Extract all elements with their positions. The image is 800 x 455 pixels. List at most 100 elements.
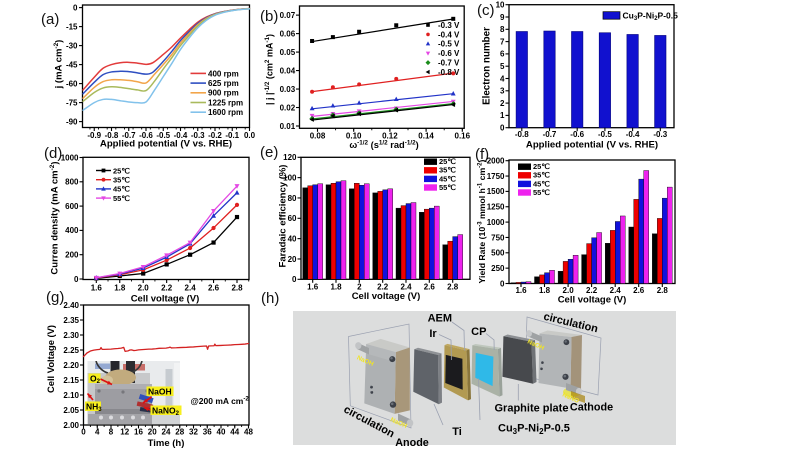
svg-text:2.05: 2.05 [63,406,79,415]
svg-text:40: 40 [288,234,297,243]
svg-text:35℃: 35℃ [533,171,550,180]
svg-text:0: 0 [500,124,505,133]
svg-text:32: 32 [189,427,198,436]
svg-text:25℃: 25℃ [533,162,550,171]
svg-text:Cell Voltage (V): Cell Voltage (V) [45,325,56,393]
svg-text:-0.7 V: -0.7 V [438,59,460,68]
svg-text:0.06: 0.06 [280,29,296,38]
svg-text:400 rpm: 400 rpm [208,69,239,78]
svg-text:1.6: 1.6 [307,282,319,291]
svg-text:Cathode: Cathode [570,402,613,414]
svg-text:80: 80 [288,194,297,203]
svg-text:Anode: Anode [395,437,429,449]
svg-text:(d): (d) [44,145,62,162]
svg-text:-0.3: -0.3 [653,130,667,139]
svg-text:Ti: Ti [452,426,462,438]
svg-text:-90: -90 [66,117,78,126]
svg-text:0.05: 0.05 [280,48,296,57]
svg-text:60: 60 [288,214,297,223]
svg-text:1000: 1000 [61,153,79,162]
svg-text:-75: -75 [66,98,78,107]
svg-text:900 rpm: 900 rpm [208,89,239,98]
svg-text:0: 0 [500,279,505,288]
svg-text:0.02: 0.02 [280,103,296,112]
svg-text:1.6: 1.6 [515,286,527,295]
svg-text:2.6: 2.6 [424,282,436,291]
svg-text:400: 400 [65,226,79,235]
svg-text:16: 16 [134,427,143,436]
svg-text:0.14: 0.14 [418,131,434,140]
svg-text:25℃: 25℃ [113,166,130,175]
svg-text:0: 0 [292,275,297,284]
svg-text:Time (h): Time (h) [148,438,185,449]
svg-text:-0.8 V: -0.8 V [438,68,460,77]
svg-text:4: 4 [95,427,100,436]
svg-text:0: 0 [73,3,78,12]
svg-text:2.15: 2.15 [63,376,79,385]
svg-text:24: 24 [162,427,171,436]
svg-text:1750: 1750 [487,172,505,181]
svg-text:-0.2: -0.2 [208,131,222,140]
svg-text:Electron number: Electron number [482,27,493,105]
svg-text:-60: -60 [66,79,78,88]
svg-text:-0.6: -0.6 [139,131,153,140]
svg-text:ω-1/2 (s1/2 rad-1/2): ω-1/2 (s1/2 rad-1/2) [349,140,418,151]
svg-text:-0.8: -0.8 [515,130,529,139]
svg-text:1.8: 1.8 [330,282,342,291]
svg-text:2.4: 2.4 [400,282,412,291]
svg-text:2: 2 [357,282,362,291]
svg-text:-30: -30 [66,41,78,50]
svg-text:2.6: 2.6 [208,283,220,292]
svg-text:28: 28 [175,427,184,436]
svg-text:Curren density (mA cm-2): Curren density (mA cm-2) [49,161,61,274]
svg-text:40: 40 [217,427,226,436]
svg-text:625 rpm: 625 rpm [208,79,239,88]
svg-text:NH3: NH3 [86,402,102,414]
svg-text:CP: CP [471,326,486,338]
svg-text:8: 8 [500,25,505,34]
svg-text:-0.5 V: -0.5 V [438,40,460,49]
svg-text:O2: O2 [90,374,101,386]
svg-text:Cu3P-Ni2P-0.5: Cu3P-Ni2P-0.5 [498,423,570,437]
svg-text:1.6: 1.6 [91,283,103,292]
svg-text:(a): (a) [41,11,59,28]
svg-text:Cell voltage (V): Cell voltage (V) [558,294,627,305]
svg-text:j (mA cm-2): j (mA cm-2) [53,40,65,90]
svg-text:@200 mA cm-2: @200 mA cm-2 [191,396,250,406]
svg-text:-45: -45 [66,60,78,69]
svg-text:0.16: 0.16 [455,131,471,140]
svg-text:0.03: 0.03 [280,85,296,94]
svg-text:10: 10 [496,1,505,10]
svg-text:4: 4 [500,74,505,83]
svg-text:2.8: 2.8 [657,286,669,295]
svg-text:0.10: 0.10 [346,131,362,140]
svg-text:-0.8: -0.8 [105,131,119,140]
svg-text:2.10: 2.10 [63,391,79,400]
svg-text:-0.3 V: -0.3 V [438,21,460,30]
svg-text:20: 20 [288,255,297,264]
svg-text:Graphite plate: Graphite plate [495,403,569,415]
svg-text:55℃: 55℃ [439,183,456,192]
svg-text:-0.7: -0.7 [543,130,557,139]
svg-text:200: 200 [65,251,79,260]
svg-text:-0.9: -0.9 [87,131,101,140]
svg-text:-0.6 V: -0.6 V [438,49,460,58]
svg-text:0.07: 0.07 [280,11,296,20]
svg-text:NaOH: NaOH [148,387,172,397]
svg-text:8: 8 [109,427,114,436]
svg-text:(h): (h) [261,290,279,307]
svg-text:-0.4: -0.4 [174,131,188,140]
svg-text:48: 48 [244,427,253,436]
svg-text:0: 0 [81,427,86,436]
svg-text:2.2: 2.2 [161,283,173,292]
svg-text:1: 1 [500,111,505,120]
svg-text:2: 2 [500,99,505,108]
svg-text:0.0: 0.0 [244,131,256,140]
svg-text:AEM: AEM [428,313,452,325]
svg-text:9: 9 [500,13,505,22]
svg-text:1600 rpm: 1600 rpm [208,108,243,117]
svg-text:-0.6: -0.6 [570,130,584,139]
svg-text:0.12: 0.12 [382,131,398,140]
svg-text:6: 6 [500,50,505,59]
svg-text:-0.4: -0.4 [626,130,640,139]
